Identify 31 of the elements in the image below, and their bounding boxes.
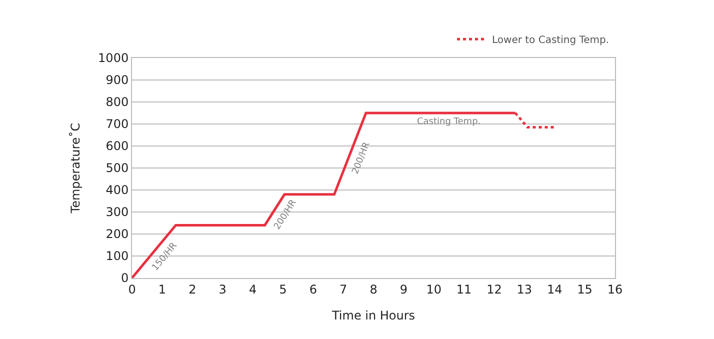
x-tick-label: 12 (486, 282, 502, 296)
y-tick-label: 300 (106, 205, 129, 220)
x-axis-title: Time in Hours (330, 308, 416, 322)
x-tick-label: 1 (158, 282, 166, 296)
x-tick-label: 3 (218, 282, 226, 296)
x-tick-label: 10 (426, 282, 442, 296)
x-tick-label: 9 (400, 282, 408, 296)
x-tick-label: 2 (188, 282, 196, 296)
y-axis-title: Temperature˚C (68, 122, 82, 214)
y-tick-label: 600 (106, 139, 129, 154)
y-tick-label: 0 (120, 271, 129, 286)
x-tick-label: 11 (456, 282, 472, 296)
y-tick-label: 900 (106, 73, 129, 88)
y-tick-label: 400 (106, 183, 129, 198)
annotation: Casting Temp. (417, 117, 481, 127)
x-tick-label: 13 (516, 282, 532, 296)
y-tick-label: 700 (106, 117, 129, 132)
y-tick-label: 1000 (98, 51, 129, 66)
x-tick-label: 4 (248, 282, 257, 296)
x-tick-label: 5 (279, 282, 287, 296)
x-tick-label: 15 (577, 282, 592, 296)
x-tick-label: 14 (546, 282, 562, 296)
y-tick-label: 200 (106, 227, 129, 242)
x-tick-label: 6 (309, 282, 317, 296)
x-tick-label: 7 (339, 282, 348, 296)
x-tick-label: 16 (607, 282, 623, 296)
y-tick-label: 800 (106, 95, 129, 110)
y-tick-label: 100 (106, 249, 129, 264)
y-tick-label: 500 (106, 161, 129, 176)
legend-label: Lower to Casting Temp. (492, 35, 610, 46)
x-tick-label: 8 (370, 282, 378, 296)
